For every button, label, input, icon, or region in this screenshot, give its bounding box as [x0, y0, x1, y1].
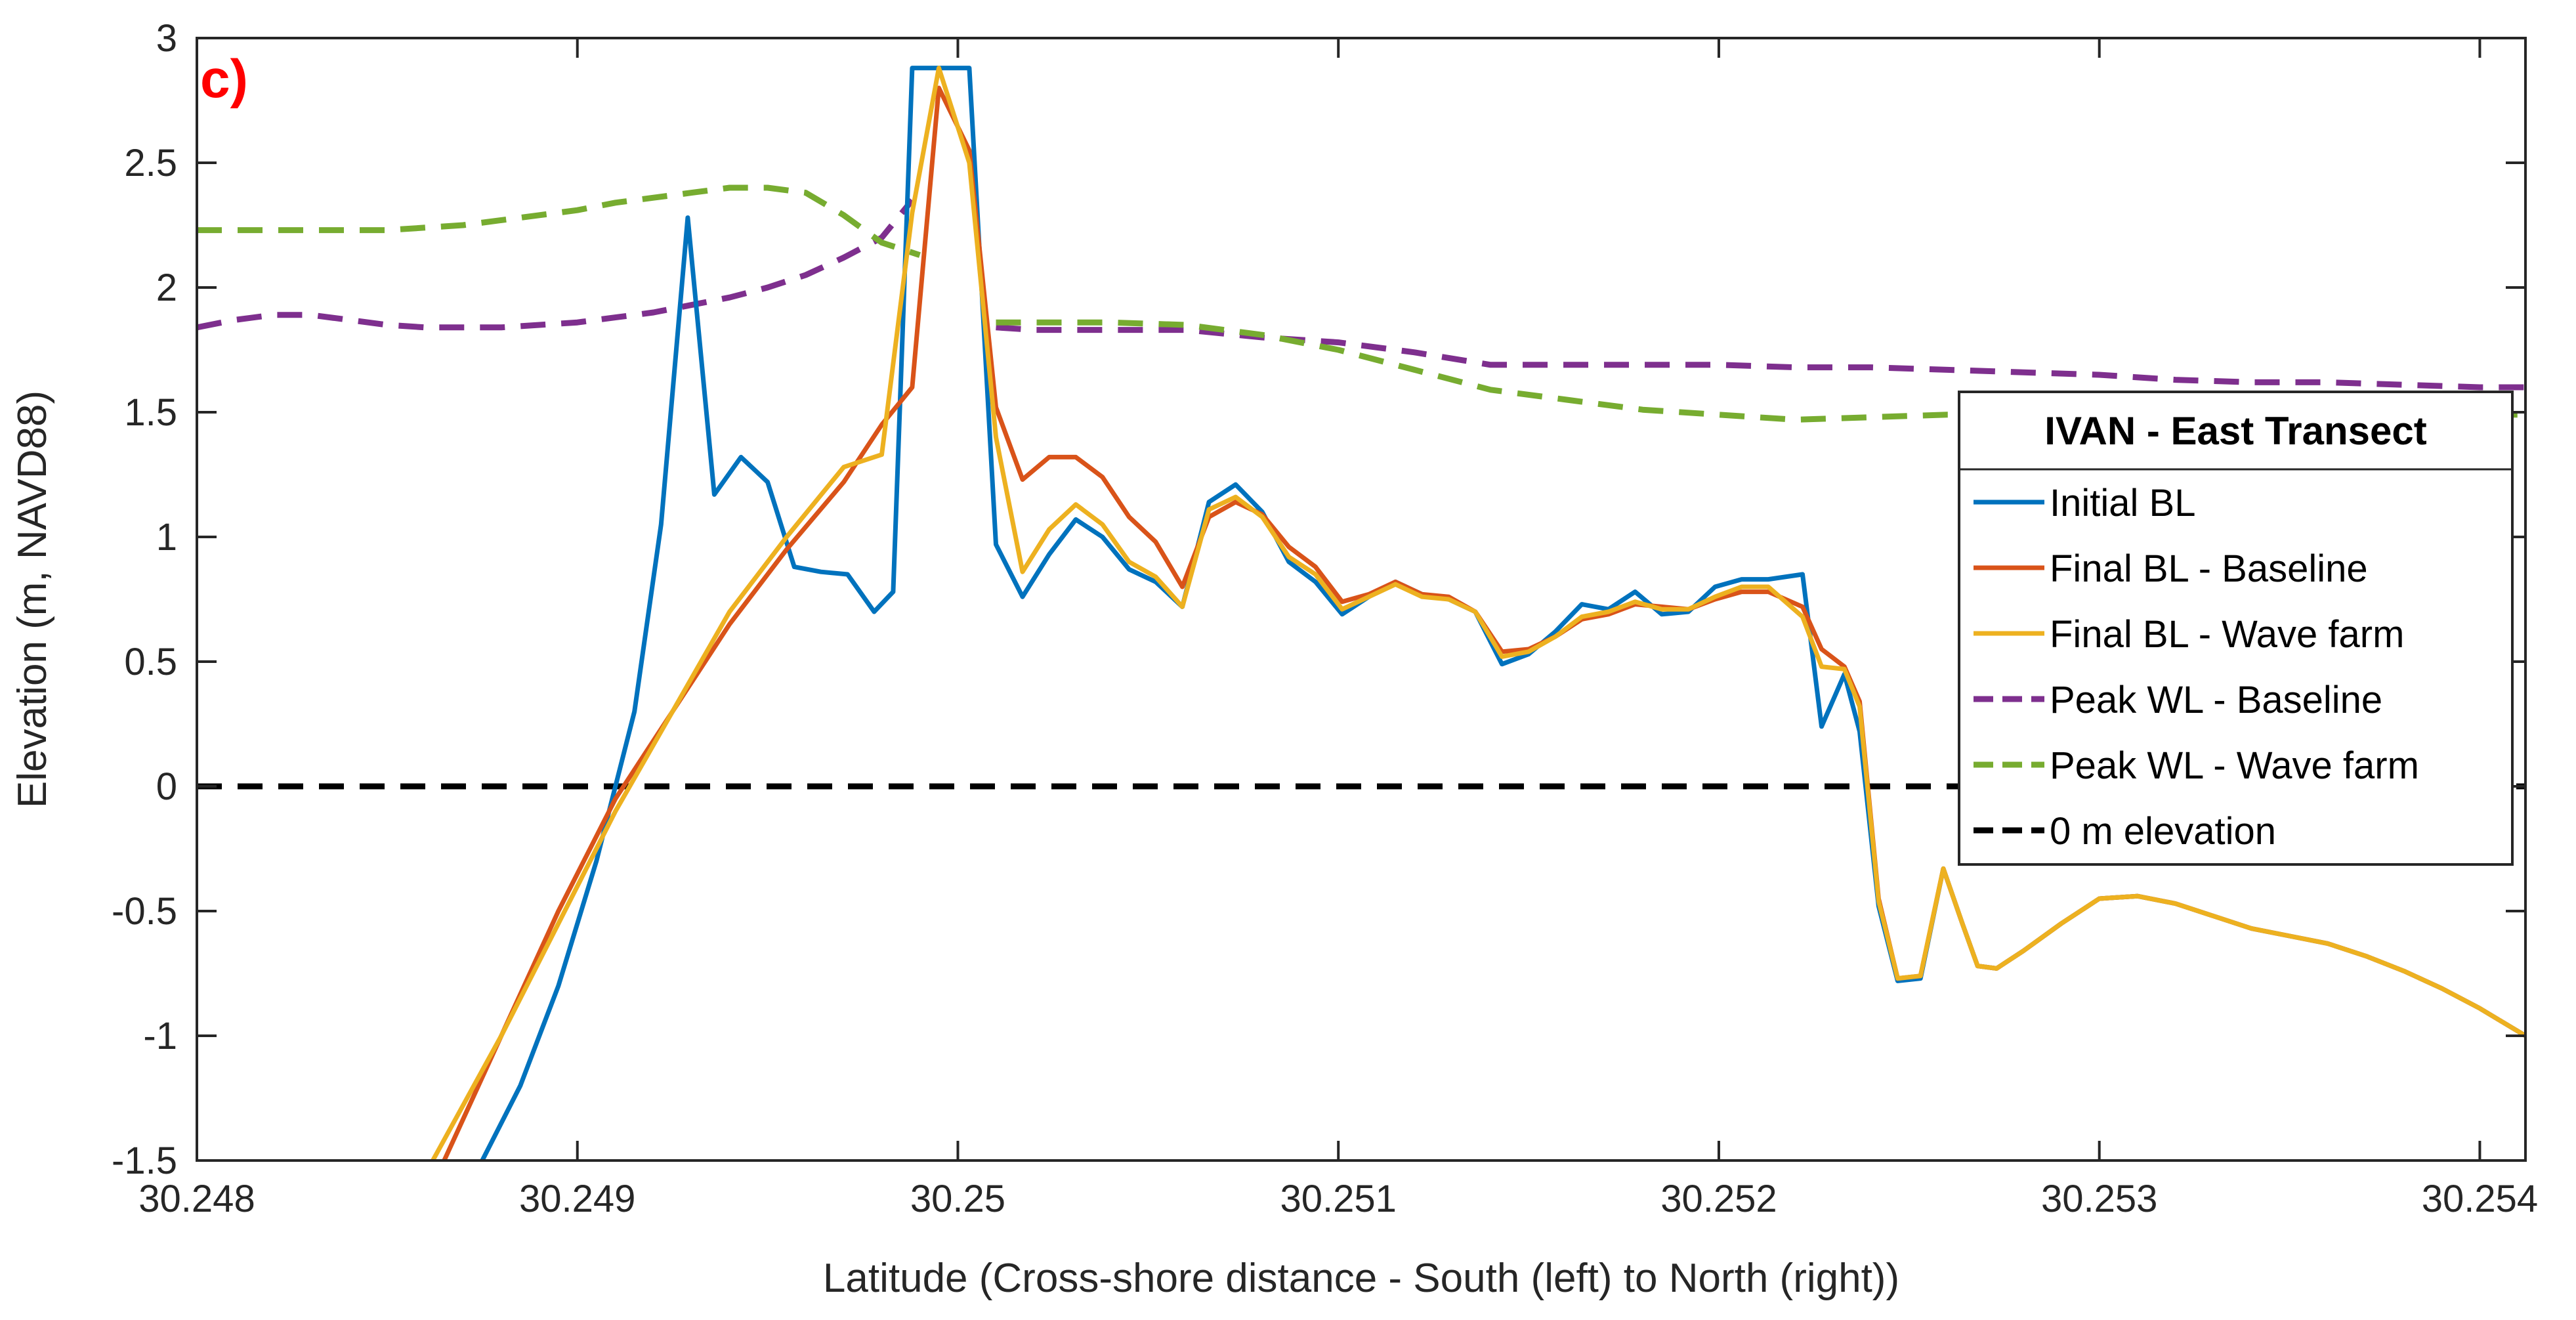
legend-label-final-bl-baseline: Final BL - Baseline: [2050, 547, 2368, 590]
legend-label-peak-wl-wave-farm: Peak WL - Wave farm: [2050, 744, 2419, 787]
y-tick-label: 1.5: [124, 391, 177, 434]
x-tick-label: 30.254: [2422, 1178, 2538, 1220]
legend-label-0-m-elevation: 0 m elevation: [2050, 810, 2276, 853]
y-tick-label: 3: [156, 17, 177, 60]
y-tick-label: 2: [156, 266, 177, 309]
series-line-final-bl-wave-farm: [431, 66, 2525, 1160]
legend-label-final-bl-wave-farm: Final BL - Wave farm: [2050, 613, 2404, 656]
axis-ticks: 30.248 30.249 30.25 30.251 30.252 30.253 30.25…: [112, 17, 2538, 1220]
panel-label: c): [200, 49, 248, 109]
y-tick-label: -1: [143, 1015, 177, 1057]
plot-area-frame: [196, 37, 2527, 1162]
y-axis-label: Elevation (m, NAVD88): [10, 391, 55, 808]
legend-title: IVAN - East Transect: [2044, 409, 2426, 453]
x-tick-label: 30.251: [1280, 1178, 1397, 1220]
legend-box: [1958, 391, 2514, 866]
y-tick-label: -0.5: [112, 890, 177, 933]
x-tick-label: 30.25: [910, 1178, 1005, 1220]
y-tick-label: 2.5: [124, 142, 177, 184]
y-tick-label: 0.5: [124, 641, 177, 683]
y-tick-label: 1: [156, 516, 177, 559]
x-tick-label: 30.249: [519, 1178, 635, 1220]
x-tick-label: 30.253: [2041, 1178, 2157, 1220]
legend: IVAN - East Transect Initial BL Final BL -…: [1958, 391, 2514, 866]
x-tick-label: 30.252: [1660, 1178, 1777, 1220]
y-tick-label: 0: [156, 765, 177, 808]
x-tick-label: 30.248: [138, 1178, 255, 1220]
legend-label-peak-wl-baseline: Peak WL - Baseline: [2050, 679, 2382, 721]
x-axis-label: Latitude (Cross-shore distance - South (…: [823, 1256, 1899, 1301]
y-tick-label: -1.5: [112, 1139, 177, 1182]
legend-label-initial-bl: Initial BL: [2050, 482, 2195, 524]
